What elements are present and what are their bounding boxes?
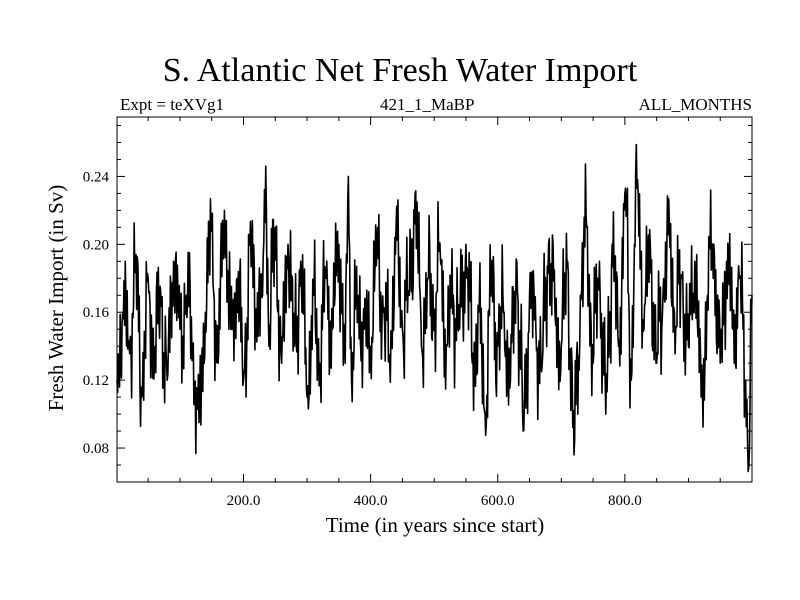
x-tick-label: 600.0 (481, 493, 515, 509)
months-label: ALL_MONTHS (638, 95, 752, 114)
y-tick-label: 0.16 (83, 305, 110, 321)
x-tick-label: 800.0 (608, 493, 642, 509)
experiment-label: Expt = teXVg1 (120, 95, 225, 114)
x-tick-label: 200.0 (227, 493, 261, 509)
y-tick-label: 0.20 (83, 237, 109, 253)
series-line (116, 143, 753, 473)
x-axis: 200.0 400.0 600.0 800.0 (147, 117, 721, 509)
chart-title: S. Atlantic Net Fresh Water Import (162, 52, 638, 89)
x-tick-label: 400.0 (354, 493, 388, 509)
plot-frame (116, 116, 753, 483)
run-label: 421_1_MaBP (380, 95, 475, 114)
y-axis-label: Fresh Water Import (in Sv) (44, 185, 68, 412)
y-tick-label: 0.24 (83, 169, 110, 185)
x-axis-label: Time (in years since start) (326, 513, 545, 537)
y-tick-label: 0.08 (83, 441, 109, 457)
y-tick-label: 0.12 (83, 373, 109, 389)
series-layer (116, 143, 753, 473)
